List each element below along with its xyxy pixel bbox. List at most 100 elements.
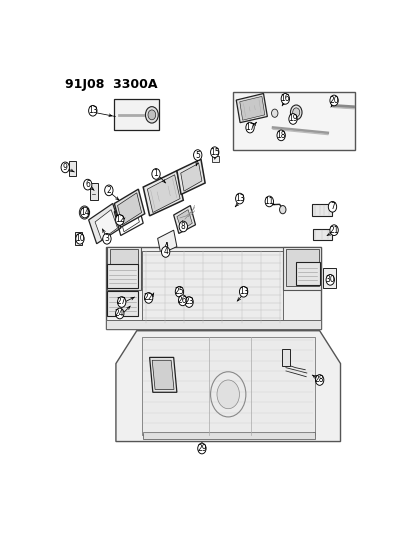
- Text: 9: 9: [63, 163, 67, 172]
- Circle shape: [197, 443, 206, 454]
- Polygon shape: [116, 330, 340, 441]
- Text: 2: 2: [106, 186, 111, 195]
- Text: 27: 27: [116, 297, 126, 306]
- Circle shape: [148, 110, 155, 120]
- FancyBboxPatch shape: [311, 204, 332, 216]
- Circle shape: [245, 122, 254, 133]
- Circle shape: [144, 293, 152, 303]
- FancyBboxPatch shape: [106, 320, 320, 329]
- Text: 20: 20: [328, 96, 338, 105]
- Polygon shape: [95, 209, 117, 240]
- Circle shape: [235, 193, 243, 204]
- Circle shape: [290, 105, 301, 120]
- Circle shape: [329, 95, 337, 106]
- Circle shape: [210, 147, 218, 158]
- Polygon shape: [114, 189, 145, 227]
- Circle shape: [325, 274, 334, 285]
- FancyBboxPatch shape: [69, 161, 76, 176]
- Polygon shape: [233, 92, 354, 150]
- Circle shape: [179, 221, 187, 232]
- FancyBboxPatch shape: [322, 268, 335, 288]
- Text: 29: 29: [197, 444, 206, 453]
- Circle shape: [288, 114, 297, 124]
- Text: 28: 28: [314, 375, 324, 384]
- Circle shape: [79, 206, 89, 219]
- Polygon shape: [147, 175, 180, 213]
- Circle shape: [115, 215, 123, 225]
- Circle shape: [102, 233, 111, 244]
- Circle shape: [83, 179, 92, 190]
- Text: 15: 15: [209, 148, 219, 157]
- FancyBboxPatch shape: [295, 262, 319, 285]
- Polygon shape: [176, 159, 204, 195]
- Text: 8: 8: [180, 222, 185, 231]
- FancyBboxPatch shape: [114, 99, 159, 130]
- Circle shape: [104, 185, 113, 196]
- Circle shape: [161, 247, 169, 257]
- FancyBboxPatch shape: [281, 349, 290, 366]
- Circle shape: [216, 380, 239, 409]
- Text: 1: 1: [153, 169, 158, 179]
- Circle shape: [152, 168, 160, 179]
- Text: 30: 30: [325, 276, 334, 284]
- Polygon shape: [180, 163, 202, 191]
- Circle shape: [117, 297, 126, 308]
- Polygon shape: [106, 247, 320, 329]
- Text: 23: 23: [184, 297, 193, 306]
- Text: 13: 13: [238, 287, 248, 296]
- Circle shape: [88, 106, 97, 116]
- Text: 10: 10: [75, 235, 85, 243]
- Text: 3: 3: [104, 235, 109, 243]
- Text: 5: 5: [195, 150, 200, 159]
- Circle shape: [81, 207, 89, 218]
- FancyBboxPatch shape: [313, 229, 331, 240]
- Polygon shape: [117, 193, 141, 225]
- Polygon shape: [283, 247, 320, 290]
- Circle shape: [185, 297, 193, 308]
- Circle shape: [193, 150, 202, 160]
- Text: 24: 24: [115, 309, 124, 318]
- Polygon shape: [157, 230, 176, 254]
- Text: 19: 19: [287, 115, 297, 124]
- Circle shape: [178, 295, 186, 306]
- FancyBboxPatch shape: [75, 232, 82, 245]
- Polygon shape: [149, 358, 176, 392]
- Polygon shape: [285, 249, 318, 286]
- Circle shape: [315, 375, 323, 385]
- FancyBboxPatch shape: [107, 264, 138, 288]
- FancyBboxPatch shape: [107, 291, 138, 316]
- Circle shape: [239, 286, 247, 297]
- Circle shape: [264, 196, 273, 207]
- Circle shape: [61, 162, 69, 173]
- Circle shape: [329, 225, 337, 236]
- Polygon shape: [239, 96, 264, 120]
- Circle shape: [292, 108, 299, 117]
- FancyBboxPatch shape: [143, 432, 314, 440]
- Text: 26: 26: [178, 296, 187, 305]
- Circle shape: [271, 109, 277, 117]
- Text: 22: 22: [144, 293, 153, 302]
- Text: 13: 13: [235, 194, 244, 203]
- Text: 12: 12: [115, 215, 124, 224]
- Text: 4: 4: [163, 247, 168, 256]
- Polygon shape: [88, 204, 121, 244]
- Circle shape: [276, 130, 285, 141]
- Text: 13: 13: [88, 106, 97, 115]
- Polygon shape: [236, 93, 267, 123]
- Text: 17: 17: [244, 123, 254, 132]
- Polygon shape: [152, 360, 173, 390]
- Polygon shape: [176, 209, 192, 230]
- Circle shape: [279, 206, 285, 214]
- Circle shape: [280, 93, 289, 104]
- Circle shape: [328, 201, 336, 212]
- Polygon shape: [107, 247, 140, 290]
- Text: 21: 21: [329, 225, 338, 235]
- Polygon shape: [109, 249, 138, 286]
- FancyBboxPatch shape: [211, 156, 218, 161]
- Text: 11: 11: [264, 197, 273, 206]
- Text: 16: 16: [280, 94, 290, 103]
- Circle shape: [175, 286, 183, 297]
- Polygon shape: [143, 171, 183, 216]
- Text: 14: 14: [80, 208, 89, 217]
- Text: 18: 18: [276, 131, 285, 140]
